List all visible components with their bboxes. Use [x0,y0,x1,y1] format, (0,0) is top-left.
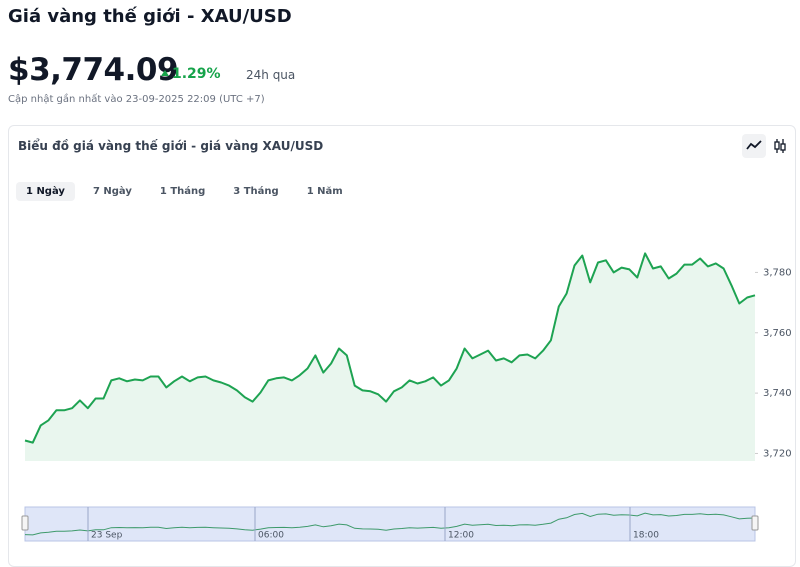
price-change: 1.29% [172,66,221,82]
navigator-label: 06:00 [258,531,284,541]
range-tab[interactable]: 1 Tháng [159,186,206,197]
period: 24h qua [246,68,296,82]
updated-time: Cập nhật gần nhất vào 23-09-2025 22:09 (… [8,94,265,105]
price-line [24,252,756,444]
navigator-label: 23 Sep [91,531,123,541]
navigator-line [24,512,756,536]
y-tick-label: 3,780 [763,267,792,278]
y-tick-label: 3,740 [763,388,792,399]
navigator-label: 12:00 [448,531,474,541]
page: 3,720 3,740 3,760 3,780 23 Sep 06:00 12:00 18:0… [8,6,796,567]
range-tabs: 1 Ngày 7 Ngày 1 Tháng 3 Tháng 1 Năm [16,182,353,201]
chart: 3,720 3,740 3,760 3,780 23 Sep 06:00 12:00 18:0… [21,252,792,542]
up-arrow [161,70,169,76]
line-icon [746,140,762,150]
y-tick-label: 3,720 [763,448,792,459]
line-chart-button[interactable] [742,134,766,158]
navigator-bg [24,506,756,542]
range-tab[interactable]: 1 Ngày [16,182,75,201]
y-tick-label: 3,760 [763,328,792,339]
navigator-handle[interactable] [21,515,29,531]
range-tab[interactable]: 3 Tháng [233,186,279,197]
candle-chart-button[interactable] [768,134,792,158]
price: $3,774.09 [8,52,179,88]
navigator-handle[interactable] [751,515,759,531]
page-title: Giá vàng thế giới - XAU/USD [8,6,292,27]
navigator-label: 18:00 [633,531,659,541]
area-fill [25,253,755,461]
candle-icon [774,139,786,153]
range-tab[interactable]: 1 Năm [306,186,343,197]
range-tab[interactable]: 7 Ngày [92,186,132,197]
card-title: Biểu đồ giá vàng thế giới - giá vàng XAU… [18,139,324,153]
